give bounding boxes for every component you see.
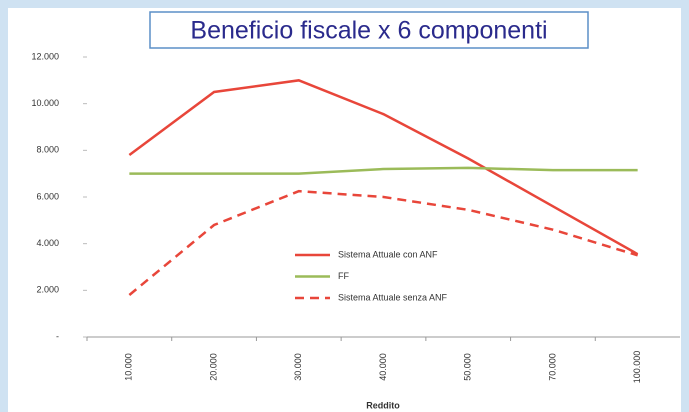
y-tick-label: 12.000	[31, 51, 59, 61]
legend-label: FF	[338, 271, 349, 281]
x-tick-label: 50.000	[463, 353, 473, 381]
y-tick-label: 10.000	[31, 98, 59, 108]
x-tick-label: 20.000	[208, 353, 218, 381]
chart-title: Beneficio fiscale x 6 componenti	[190, 17, 547, 45]
chart-area	[8, 8, 681, 412]
legend-label: Sistema Attuale con ANF	[338, 249, 438, 259]
x-tick-label: 10.000	[124, 353, 134, 381]
y-tick-label: 4.000	[36, 238, 59, 248]
y-tick-label: 6.000	[36, 191, 59, 201]
x-tick-label: 100.000	[632, 351, 642, 384]
legend-label: Sistema Attuale senza ANF	[338, 292, 448, 302]
series-line	[129, 166, 638, 175]
y-tick-label: -	[56, 331, 59, 341]
y-tick-label: 2.000	[36, 285, 59, 295]
x-tick-label: 70.000	[547, 353, 557, 381]
x-axis-label: Reddito	[366, 400, 400, 410]
y-tick-label: 8.000	[36, 145, 59, 155]
series-line	[128, 189, 639, 296]
title-box	[149, 11, 589, 49]
x-tick-label: 30.000	[293, 353, 303, 381]
series-line	[128, 79, 639, 256]
x-tick-label: 40.000	[378, 353, 388, 381]
